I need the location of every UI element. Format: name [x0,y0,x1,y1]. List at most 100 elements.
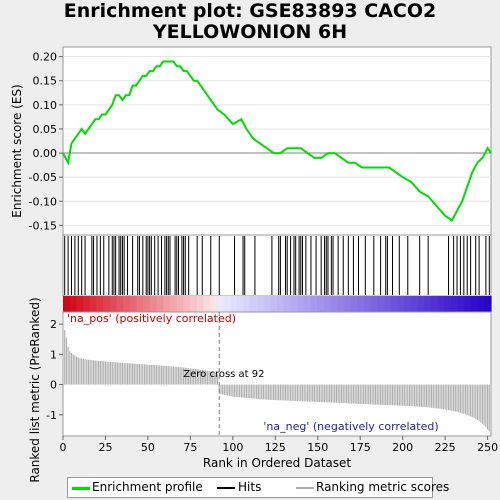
color-bar-segment [263,296,271,312]
color-bar-segment [450,296,459,312]
color-bar-segment [230,296,238,312]
es-y-axis: 0.20 0.15 0.10 0.05 0.00 -0.05 -0.10 -0.15 [29,51,63,232]
color-bar-segment [430,296,439,312]
rank-y-tick-label: 1 [50,348,57,361]
x-tick-label: 100 [222,441,243,454]
hits-marks [64,236,490,295]
x-tick-label: 250 [477,441,498,454]
color-bar-segment [457,296,465,312]
color-bar-segment [357,296,365,312]
color-bar-segment [310,296,318,312]
x-tick-label: 75 [183,441,197,454]
color-bar-segment [384,296,392,312]
es-y-tick-label: 0.00 [33,147,58,160]
ranking-metric-bars [62,315,492,433]
rank-y-tick-label: 0 [50,379,57,392]
x-tick-label: 0 [60,441,67,454]
rank-y-tick-label: -1 [46,409,57,422]
x-tick-label: 150 [307,441,328,454]
color-bar-segment [149,296,158,312]
color-bar-segment [136,296,144,312]
x-axis-label: Rank in Ordered Dataset [203,456,351,470]
pos-correlated-label: 'na_pos' (positively correlated) [67,312,236,325]
rank-color-bar [63,296,492,312]
color-bar-segment [243,296,251,312]
zero-cross-label: Zero cross at 92 [183,369,264,380]
es-y-tick-label: 0.20 [33,51,58,64]
x-tick-label: 225 [435,441,456,454]
color-bar-segment [256,296,265,312]
color-bar-segment [350,296,358,312]
color-bar-segment [89,296,98,312]
x-tick-label: 50 [141,441,155,454]
color-bar-segment [323,296,332,312]
es-y-tick-label: -0.05 [29,171,57,184]
x-tick-label: 200 [392,441,413,454]
color-bar-segment [183,296,191,312]
es-y-tick-label: 0.05 [33,123,58,136]
color-bar-segment [129,296,138,312]
color-bar-segment [477,296,485,312]
color-bar-segment [109,296,118,312]
legend-label-hits: Hits [238,480,262,494]
x-tick-label: 125 [265,441,286,454]
es-y-tick-label: 0.10 [33,99,58,112]
es-panel-frame [62,46,492,236]
color-bar-segment [330,296,338,312]
color-bar-segment [176,296,184,312]
legend-swatch-enrichment [72,487,90,490]
color-bar-segment [464,296,472,312]
color-bar-segment [170,296,178,312]
color-bar-segment [437,296,445,312]
legend-swatch-hits [217,487,235,489]
legend: Enrichment profile Hits Ranking metric s… [67,477,449,498]
rank-y-axis-label: Ranked list metric (PreRanked) [28,297,42,482]
color-bar-segment [303,296,312,312]
color-bar-segment [196,296,205,312]
color-bar-segment [69,296,77,312]
color-bar-segment [290,296,298,312]
color-bar-segment [223,296,231,312]
color-bar-segment [470,296,479,312]
rank-y-tick-label: 2 [50,318,57,331]
es-grid [63,56,491,226]
color-bar-segment [216,296,225,312]
color-bar-segment [283,296,291,312]
color-bar-segment [63,296,71,312]
color-bar-segment [377,296,385,312]
neg-correlated-label: 'na_neg' (negatively correlated) [263,420,438,433]
color-bar-segment [116,296,124,312]
page-title: Enrichment plot: GSE83893 CACO2 YELLOWON… [63,0,437,43]
color-bar-segment [203,296,211,312]
es-y-tick-label: -0.10 [29,195,57,208]
color-bar-segment [297,296,305,312]
color-bar-segment [390,296,398,312]
color-bar-segment [363,296,372,312]
color-bar-segment [210,296,218,312]
color-bar-segment [143,296,151,312]
color-bar-segment [76,296,84,312]
color-bar-segment [397,296,405,312]
es-y-tick-label: 0.15 [33,75,58,88]
color-bar-segment [370,296,378,312]
es-y-tick-label: -0.15 [29,219,57,232]
color-bar-segment [444,296,452,312]
es-y-axis-label: Enrichment score (ES) [10,84,24,217]
color-bar-segment [484,296,492,312]
color-bar-segment [250,296,258,312]
color-bar-segment [343,296,352,312]
enrichment-profile-line [62,60,492,222]
color-bar-segment [337,296,345,312]
color-bar-segment [83,296,91,312]
color-bar-segment [103,296,111,312]
x-axis: 0 25 50 75 100 125 150 175 200 225 250 [60,436,498,454]
color-bar-segment [270,296,278,312]
legend-label-ranking: Ranking metric scores [316,480,450,494]
x-tick-label: 175 [350,441,371,454]
color-bar-segment [417,296,425,312]
color-bar-segment [123,296,131,312]
color-bar-segment [424,296,432,312]
color-bar-segment [317,296,325,312]
rank-y-axis: 2 1 0 -1 [46,318,63,422]
